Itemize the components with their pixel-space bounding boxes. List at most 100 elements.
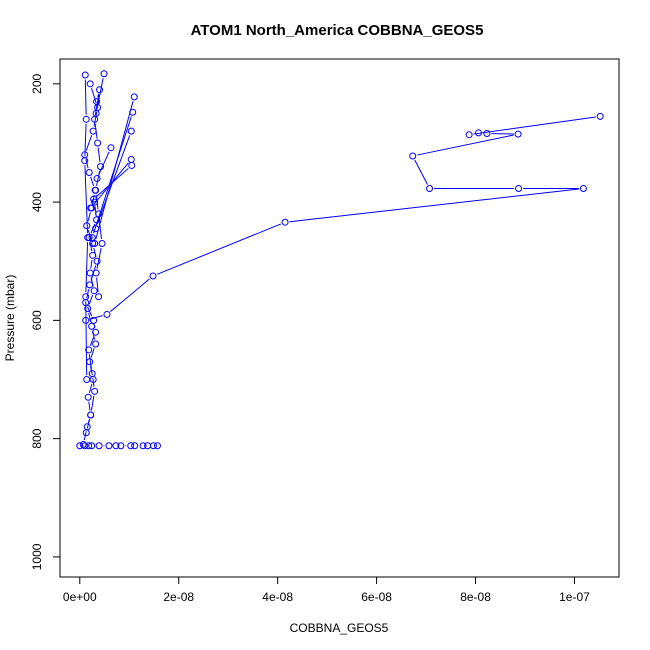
x-tick-label: 6e-08 — [361, 590, 392, 604]
data-point — [465, 131, 473, 139]
series-line-segment — [96, 277, 99, 293]
data-point — [91, 239, 99, 247]
series-group — [82, 198, 101, 437]
series-line-segment — [90, 277, 94, 287]
series-line-segment — [92, 330, 96, 340]
x-tick-label: 2e-08 — [163, 590, 194, 604]
data-point — [85, 169, 93, 177]
series-line-segment — [96, 78, 104, 110]
y-tick-label: 400 — [30, 192, 44, 212]
data-point — [94, 139, 102, 147]
data-point — [90, 287, 98, 295]
data-point — [515, 185, 523, 192]
data-point — [139, 442, 147, 450]
series-line-segment — [94, 206, 97, 216]
series-line-segment — [97, 147, 101, 163]
data-point — [84, 393, 92, 401]
data-point — [149, 272, 157, 280]
series-line-segment — [91, 87, 97, 104]
series-line-segment — [90, 348, 95, 358]
data-point — [149, 442, 157, 450]
data-point — [90, 195, 98, 203]
data-point — [409, 152, 417, 160]
series-line-segment — [90, 176, 95, 187]
series-line-segment — [98, 151, 110, 175]
x-tick-label: 8e-08 — [460, 590, 491, 604]
series-group — [93, 144, 115, 182]
data-point — [129, 108, 137, 116]
series-line-segment — [94, 123, 98, 139]
data-point — [84, 305, 92, 313]
chart-title: ATOM1 North_America COBBNA_GEOS5 — [191, 22, 484, 39]
data-point — [579, 185, 587, 192]
x-tick-label: 0e+00 — [63, 590, 97, 604]
series-line-segment — [414, 159, 428, 185]
series-line-segment — [85, 242, 89, 293]
x-axis: 0e+00 2e-08 4e-08 6e-08 8e-08 1e-07 — [63, 577, 590, 604]
data-point — [107, 144, 115, 152]
data-point — [475, 129, 483, 137]
series-line-segment — [87, 212, 91, 222]
data-point — [103, 310, 111, 318]
data-point — [88, 322, 96, 330]
series-line-segment — [85, 159, 89, 169]
series-group — [92, 127, 135, 233]
data-point — [81, 71, 89, 79]
data-point — [96, 86, 104, 94]
series-line-segment — [473, 116, 596, 135]
series-line-segment — [96, 168, 129, 197]
data-point — [130, 93, 138, 101]
data-point — [86, 80, 94, 88]
data-point — [86, 281, 94, 289]
series-group — [92, 70, 108, 117]
data-point — [92, 109, 100, 117]
data-point — [153, 442, 161, 450]
data-point — [82, 429, 90, 437]
series-line-segment — [90, 259, 93, 269]
y-tick-label: 800 — [30, 428, 44, 448]
data-point — [127, 442, 135, 450]
data-point — [92, 340, 100, 348]
series-line-segment — [89, 336, 95, 346]
data-point — [87, 411, 95, 419]
data-point — [85, 346, 93, 354]
data-point — [86, 269, 94, 277]
plot-frame — [59, 58, 620, 578]
data-point — [596, 112, 604, 120]
data-point — [81, 442, 89, 450]
series-line-segment — [96, 247, 102, 269]
series-line-segment — [86, 419, 91, 429]
data-point — [95, 293, 103, 301]
series-line-segment — [98, 218, 103, 240]
data-point — [144, 442, 152, 450]
series-group — [81, 71, 92, 383]
data-point — [281, 218, 289, 226]
y-axis: 200 400 600 800 1000 — [30, 74, 60, 570]
data-point — [98, 239, 106, 247]
series-line-segment — [84, 123, 87, 157]
series-group — [76, 442, 161, 450]
series-line-segment — [86, 289, 90, 299]
series-line-segment — [156, 223, 282, 275]
series-line-segment — [88, 401, 91, 411]
series-line-segment — [90, 366, 93, 376]
series-group — [91, 86, 106, 301]
data-point — [89, 127, 97, 135]
data-point — [92, 186, 100, 194]
data-point — [105, 442, 113, 450]
data-point — [84, 234, 92, 242]
data-point — [83, 375, 91, 383]
data-point — [95, 442, 103, 450]
series-line-segment — [85, 301, 88, 376]
data-point — [85, 442, 93, 450]
series-group — [82, 112, 604, 324]
data-point — [91, 198, 99, 206]
series-line-segment — [93, 111, 98, 127]
x-tick-label: 4e-08 — [262, 590, 293, 604]
series-line-segment — [87, 306, 93, 317]
data-point — [128, 161, 136, 169]
series-line-segment — [93, 116, 132, 234]
data-point — [127, 156, 135, 164]
data-point — [88, 442, 96, 450]
data-point — [483, 130, 491, 138]
